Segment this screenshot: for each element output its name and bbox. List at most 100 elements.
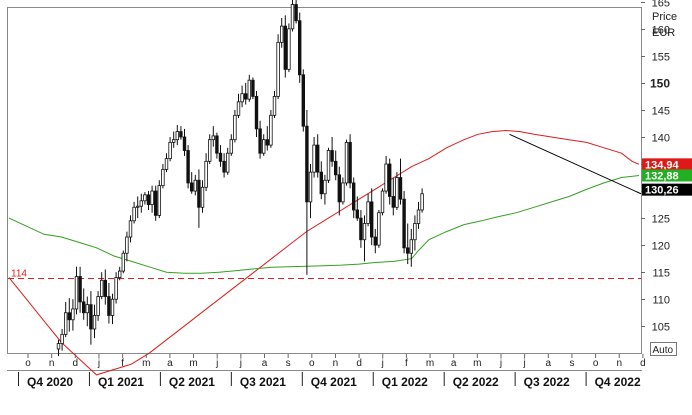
candle-body xyxy=(413,223,417,241)
candle-body xyxy=(85,304,89,314)
y-tick-label: 150 xyxy=(650,77,670,91)
candle-body xyxy=(254,96,259,130)
candle xyxy=(193,174,197,196)
candle-body xyxy=(139,200,143,207)
candle-body xyxy=(118,270,122,278)
candle-body xyxy=(240,93,244,103)
candle-body xyxy=(89,304,93,330)
candle-body xyxy=(186,150,190,184)
price-badge-bg xyxy=(642,169,692,182)
candle-body xyxy=(272,96,277,116)
candle-body xyxy=(193,179,197,192)
candle-body xyxy=(290,4,295,30)
candle-body xyxy=(211,135,215,141)
candle-body xyxy=(82,301,86,314)
candle-body xyxy=(92,315,97,330)
currency-label: EUR xyxy=(652,27,675,39)
month-label: m xyxy=(473,358,481,369)
candle-body xyxy=(128,220,133,238)
candle xyxy=(153,185,158,221)
candle-body xyxy=(171,139,176,143)
candle-body xyxy=(153,190,158,216)
candle xyxy=(380,188,385,216)
candle-body xyxy=(333,160,338,176)
candle-body xyxy=(132,206,136,222)
candle-body xyxy=(409,239,413,254)
candle-body xyxy=(182,136,187,151)
candle-body xyxy=(175,131,179,141)
candle xyxy=(143,192,147,205)
candle xyxy=(171,131,176,148)
candle xyxy=(391,177,395,216)
candle xyxy=(355,196,359,221)
candle xyxy=(305,109,309,275)
candle xyxy=(96,291,100,321)
candle-body xyxy=(380,190,385,214)
quarter-label: Q4 2020 xyxy=(27,375,73,389)
quarter-label: Q2 2021 xyxy=(169,375,215,389)
candle xyxy=(326,147,331,183)
candle-body xyxy=(269,114,273,146)
month-label: a xyxy=(451,358,457,369)
month-label: o xyxy=(593,358,599,369)
quarter-label: Q2 2022 xyxy=(453,375,499,389)
level-label-114: 114 xyxy=(11,269,27,280)
candle xyxy=(319,161,323,200)
candle xyxy=(301,69,305,132)
candle-body xyxy=(96,296,100,316)
candle xyxy=(283,15,287,78)
candle-body xyxy=(251,79,255,97)
candle xyxy=(78,266,82,313)
y-tick-label: 160 xyxy=(652,25,670,37)
candle xyxy=(56,339,61,357)
candle xyxy=(218,145,223,167)
month-label: o xyxy=(25,358,31,369)
y-tick-label: 110 xyxy=(652,295,670,307)
candle-body xyxy=(64,312,68,335)
month-label: s xyxy=(569,358,574,369)
candle-body xyxy=(164,158,169,170)
candle-body xyxy=(157,185,161,216)
candle-body xyxy=(315,144,320,173)
candle-body xyxy=(369,201,374,238)
candle-body xyxy=(355,209,359,219)
month-label: f xyxy=(405,358,408,369)
candle-body xyxy=(121,252,125,272)
month-label: d xyxy=(640,358,646,369)
candle xyxy=(164,153,169,173)
candle-body xyxy=(359,217,363,241)
candle xyxy=(197,169,201,228)
price-badge-bg xyxy=(642,183,692,196)
candle xyxy=(207,134,212,165)
auto-scale-button[interactable]: Auto xyxy=(650,342,677,357)
candle-body xyxy=(74,276,79,310)
price-badge-bg xyxy=(642,158,692,171)
month-label: d xyxy=(73,358,79,369)
candle xyxy=(110,293,115,325)
candle-body xyxy=(161,169,165,187)
candle-body xyxy=(319,171,323,195)
candle xyxy=(420,188,424,213)
candle-body xyxy=(308,171,313,203)
candle xyxy=(290,0,295,32)
candle xyxy=(308,164,313,219)
candle-body xyxy=(125,236,129,254)
candle xyxy=(398,158,403,205)
candle-body xyxy=(341,182,345,203)
candle xyxy=(243,82,248,105)
candle xyxy=(362,215,367,262)
candle xyxy=(333,150,338,181)
y-tick-label: 125 xyxy=(652,214,670,226)
candle-body xyxy=(200,186,205,208)
candle-body xyxy=(229,139,233,154)
candle xyxy=(369,188,374,246)
quarter-label: Q4 2021 xyxy=(311,375,357,389)
candle-body xyxy=(261,139,266,154)
candle-body xyxy=(305,125,309,203)
candle xyxy=(118,266,122,281)
y-tick-label: 165 xyxy=(652,0,670,10)
candle xyxy=(240,85,244,108)
candle xyxy=(175,125,179,146)
quarter-label: Q1 2022 xyxy=(382,375,428,389)
candle-body xyxy=(204,160,208,188)
